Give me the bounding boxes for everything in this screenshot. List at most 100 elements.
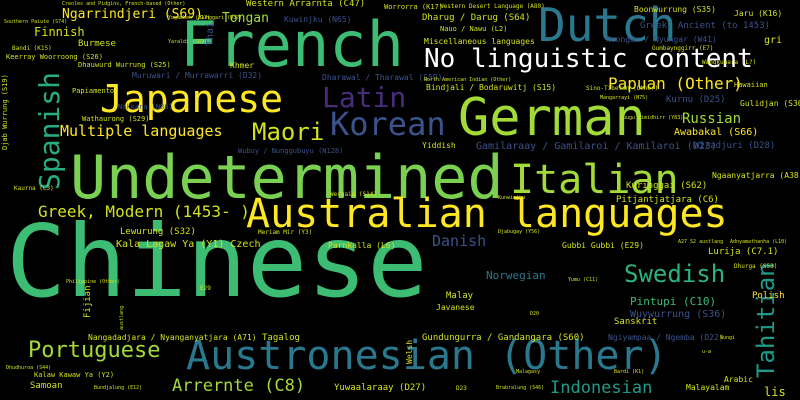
word-gulidjan: Gulidjan (S30): [740, 99, 800, 108]
word-arrernte: Arrernte (C8): [172, 376, 306, 396]
word-ngaanyatjarra: Ngaanyatjarra (A38): [712, 171, 800, 180]
word-wuywurrung: Wuywurrung (S36): [630, 309, 727, 320]
word-no-linguistic-content: No linguistic content: [424, 44, 753, 74]
word-wangkumara: Wangkumara (L?): [702, 59, 757, 66]
word-kaurna: Kaurna (L3): [14, 185, 54, 192]
word-a27-austlang: A27 S2 austlang: [678, 239, 724, 245]
word-khmer: Khmer: [230, 61, 255, 70]
word-welsh: Welsh: [405, 339, 414, 364]
word-korean: Korean: [330, 105, 446, 143]
word-french: French: [180, 8, 404, 81]
word-burmese: Burmese: [78, 39, 116, 49]
word-keerray-woorroong: Keerray Woorroong (S26): [6, 53, 103, 61]
word-wiradjuri: Wiradjuri (D28): [694, 141, 776, 151]
word-mangarrayi: Mangarrayi (N75): [600, 95, 649, 101]
word-gumbaynggirr: Gumbaynggirr (E7): [652, 45, 714, 52]
word-gubbi-gubbi: Gubbi Gubbi (E29): [562, 241, 644, 250]
word-kuwinjku: Kuwinjku (N65): [284, 15, 352, 24]
word-indonesian: Indonesian: [550, 378, 653, 398]
word-u-a: u-a: [702, 349, 712, 355]
word-undetermined: Undetermined: [70, 143, 504, 213]
word-awabakal: Awabakal (S66): [674, 127, 759, 138]
word-north-american-indian: North American Indian (Other): [424, 77, 512, 83]
word-malay: Malay: [446, 291, 474, 301]
word-thai: Thai: [205, 21, 216, 46]
word-multiple-languages: Multiple languages: [60, 122, 223, 140]
word-dhudhuroa: Dhudhuroa (S44): [6, 365, 52, 371]
word-dhauwurd-wurrung: Dhauwurd Wurrung (S25): [78, 61, 171, 69]
word-southern-paiute: Southern Paiute (S74): [4, 19, 68, 25]
word-japanese: Japanese: [100, 77, 284, 121]
word-wubuy: Wubuy / Nunggubuyu (N128): [238, 147, 344, 155]
word-norwegian: Norwegian: [486, 269, 546, 282]
word-greek-modern: Greek, Modern (1453- ): [38, 202, 250, 221]
word-malagasy: Malagasy: [516, 369, 541, 375]
word-greek-ancient: Greek, Ancient (to 1453): [640, 21, 771, 31]
word-gunggari: Gunggari (D37): [200, 15, 243, 21]
word-papiamento: Papiamento: [72, 87, 115, 95]
word-parnkalla: Parnkalla (L6): [328, 241, 396, 250]
word-sino-tibetan: Sino-Tibetan (Other): [586, 85, 659, 92]
word-yuwaalaraay: Yuwaalaraay (D27): [334, 383, 427, 393]
word-lis: lis: [764, 385, 786, 399]
word-d20: D20: [530, 311, 540, 317]
word-meriam-mir: Meriam Mir (Y3): [258, 229, 313, 236]
word-djabugay: Djabugay (Y56): [498, 229, 541, 235]
word-d23: D23: [456, 385, 467, 392]
word-pitjantjatjara: Pitjantjatjara (C6): [616, 195, 719, 205]
word-muruwari: Muruwari / Murrawarri (D32): [132, 71, 263, 80]
word-noongar: Noongar / Nyungar (W41): [606, 35, 717, 44]
word-nangadadjara: Nangadadjara / Nyanganyatjara (A71): [88, 333, 257, 342]
word-dutch: Dutch: [538, 0, 677, 52]
word-tongan: Tongan: [222, 11, 269, 26]
word-gri: gri: [764, 35, 783, 46]
word-italian: Italian: [510, 157, 679, 203]
word-latin: Latin: [322, 81, 407, 114]
word-boonwurrung: Boonwurrung (S35): [634, 5, 716, 14]
word-djab-wurrung: Djab Wurrung (S19): [1, 74, 9, 150]
word-kalaw-kawaw-ya: Kalaw Kawaw Ya (Y2): [34, 371, 115, 379]
word-bandi: Bandi (K15): [12, 45, 52, 52]
word-gundungurra: Gundungurra / Gandangara (S60): [422, 333, 585, 343]
word-pintupi: Pintupi (C10): [630, 295, 717, 308]
word-malayalam: Malayalam: [686, 383, 730, 392]
word-ngarrindjeri: Ngarrindjeri (S69): [62, 7, 203, 22]
word-lewurung: Lewurung (S32): [120, 227, 196, 237]
word-kuringgai: Kuringgai (S62): [626, 181, 708, 191]
word-adnyamathanha: Adnyamathanha (L10): [730, 239, 788, 245]
word-finnish: Finnish: [34, 25, 85, 39]
word-kurnu: Kurnu (D25): [666, 95, 726, 105]
word-polish: Polish: [752, 291, 785, 301]
word-portuguese: Portuguese: [28, 338, 161, 363]
word-e29: E29: [200, 285, 211, 292]
word-jaru: Jaru (K16): [734, 9, 783, 18]
word-bundjalung: Bundjalung (E12): [94, 385, 143, 391]
word-samoan: Samoan: [30, 381, 63, 391]
word-western-desert: Western Desert Language (A80): [440, 3, 545, 10]
word-maori: Maori: [252, 118, 325, 146]
word-javanese: Javanese: [436, 303, 475, 312]
word-philippine-other: Philippine (Other): [66, 279, 121, 285]
word-dhurga: Dhurga (S53): [734, 263, 778, 270]
word-arabic: Arabic: [724, 375, 753, 384]
word-tagalog: Tagalog: [262, 333, 300, 343]
word-wathaurong: Wathaurong (S29): [82, 115, 150, 123]
word-hawaiian: Hawaiian: [734, 81, 768, 89]
word-chinese: Chinese: [6, 203, 428, 320]
word-wergaia: Wergaia (S14): [330, 191, 377, 198]
word-austronesian-other: Austronesian (Other): [186, 333, 668, 379]
word-nakkara: Nakkara (N80): [118, 103, 173, 111]
word-german: German: [458, 88, 646, 148]
word-worrorra: Worrorra (K17): [384, 3, 444, 11]
word-western-arrarnta: Western Arrarnta (C47): [246, 0, 366, 9]
word-kunwinjku: Kunwinjku: [498, 195, 526, 201]
word-nauo: Nauo / Nawu (L2): [440, 25, 508, 33]
word-kala-lagaw-ya-czech: Kala Lagaw Ya (Y1) Czech: [116, 239, 261, 250]
word-guugu-yimidhirr: Guugu Yimidhirr (Y83): [620, 115, 684, 121]
word-yugambeh: Yugambeh (E17): [168, 15, 211, 21]
word-nungi: Nungi: [720, 335, 736, 341]
word-australian-languages: Australian languages: [246, 191, 728, 237]
word-lurija: Lurija (C7.1): [708, 247, 779, 257]
word-dharawal: Dharawal / Tharawal (S59): [322, 73, 443, 82]
